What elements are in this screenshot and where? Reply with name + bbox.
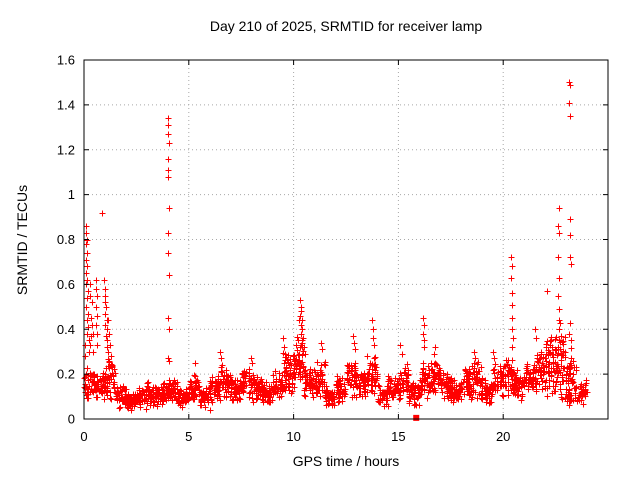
y-tick-label: 0.8 (57, 232, 75, 247)
y-tick-label: 1.6 (57, 53, 75, 68)
y-tick-label: 0.2 (57, 367, 75, 382)
y-tick-label: 1.4 (57, 97, 75, 112)
srmtid-plus-markers (81, 79, 591, 414)
x-tick-label: 20 (496, 429, 510, 444)
y-tick-label: 1 (68, 187, 75, 202)
square-marker-point (413, 414, 420, 421)
x-axis-label: GPS time / hours (293, 453, 400, 469)
x-tick-label: 15 (391, 429, 405, 444)
y-axis-label: SRMTID / TECUs (14, 185, 30, 295)
x-tick-label: 0 (80, 429, 87, 444)
y-tick-label: 0 (68, 412, 75, 427)
data-points-layer (81, 79, 591, 421)
y-tick-label: 0.4 (57, 322, 75, 337)
grid-layer (84, 60, 608, 419)
y-tick-label: 0.6 (57, 277, 75, 292)
chart-title: Day 210 of 2025, SRMTID for receiver lam… (210, 18, 483, 34)
y-tick-label: 1.2 (57, 142, 75, 157)
x-tick-label: 10 (286, 429, 300, 444)
tick-label-layer: 0 5 10 15 20 0 0.2 0.4 0.6 0.8 1 1.2 1.4 1.6 (57, 53, 511, 445)
axes-frame-layer (83, 59, 609, 420)
x-tick-label: 5 (185, 429, 192, 444)
